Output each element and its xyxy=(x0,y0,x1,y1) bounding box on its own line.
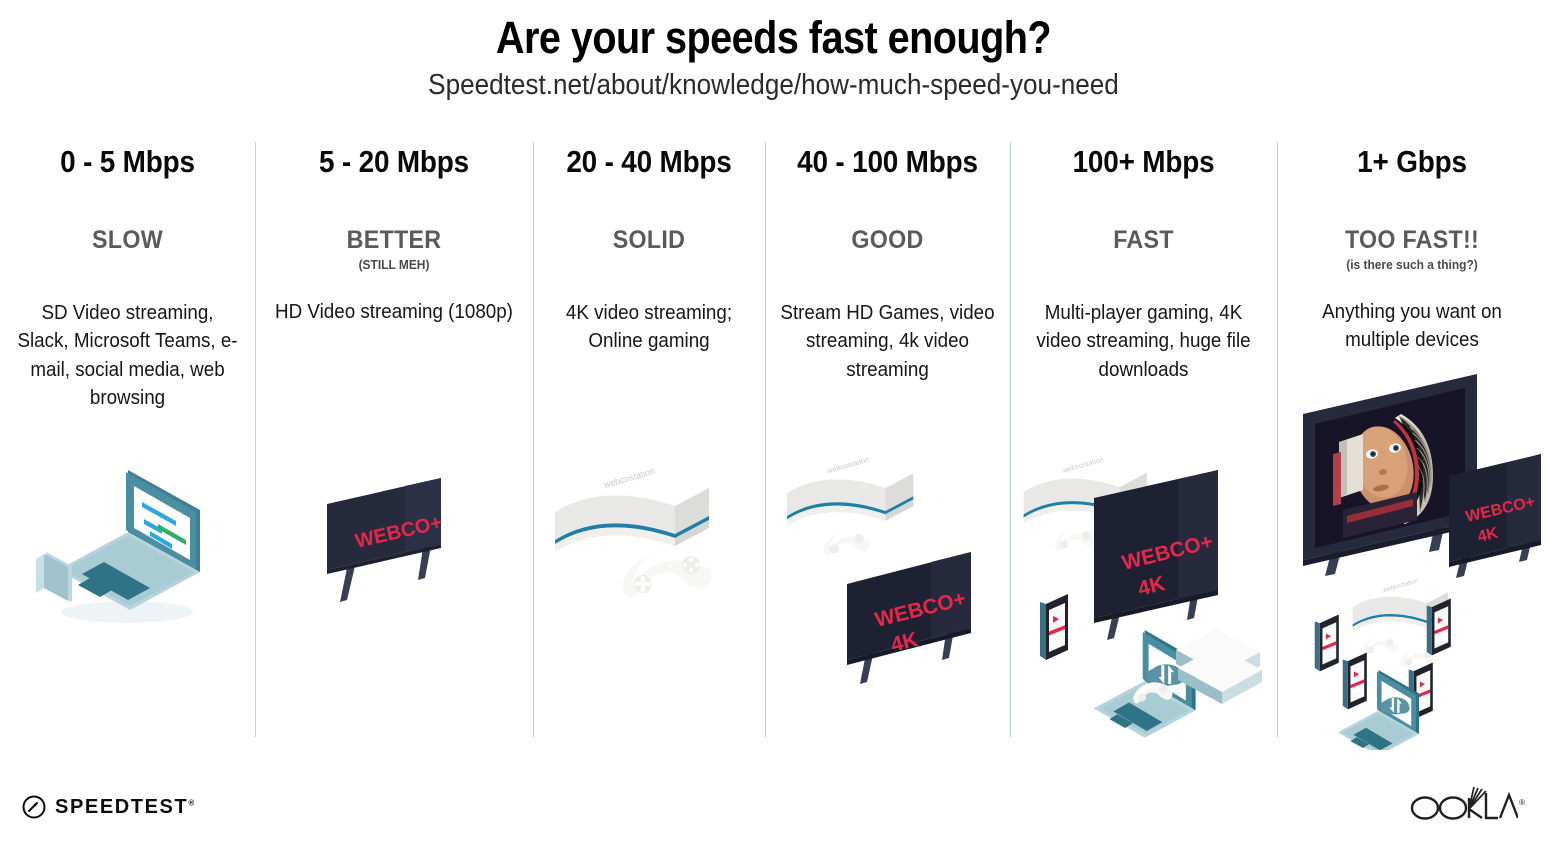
footer: SPEEDTEST® xyxy=(0,743,1547,843)
tier-rating-label: SLOW xyxy=(92,226,163,254)
console-icon: webcostation xyxy=(555,466,709,552)
tier-illustration-2: WEBCO+ xyxy=(255,470,533,655)
controller-icon xyxy=(1133,682,1173,704)
page-title: Are your speeds fast enough? xyxy=(495,12,1052,63)
tv-webco-4k-icon: WEBCO+ 4K xyxy=(847,552,971,684)
speed-tier-column-2: 5 - 20 Mbps BETTER (STILL MEH) HD Video … xyxy=(255,132,533,742)
column-divider-2 xyxy=(533,142,534,737)
tv-resolution-text: 4K xyxy=(889,628,921,657)
tier-speed-label: 100+ Mbps xyxy=(1072,144,1215,179)
tier-speed-label: 1+ Gbps xyxy=(1357,144,1467,179)
cloud-download-icon xyxy=(1380,697,1410,715)
tier-illustration-3: webcostation xyxy=(533,462,765,667)
column-divider-1 xyxy=(255,142,256,737)
tv-webco-icon: WEBCO+ xyxy=(327,478,444,602)
tier-rating-label: SOLID xyxy=(612,226,686,254)
phone-icon xyxy=(1426,598,1451,656)
column-divider-3 xyxy=(765,142,766,737)
header: Are your speeds fast enough? Speedtest.n… xyxy=(0,0,1547,102)
tv-resolution-text: 4K xyxy=(1476,525,1500,546)
tier-rating-label: TOO FAST!! xyxy=(1344,226,1480,254)
speedtest-wordmark: SPEEDTEST® xyxy=(55,796,196,819)
console-icon: webcostation xyxy=(787,455,914,526)
laptop-icon xyxy=(36,470,200,623)
controller-icon xyxy=(1055,528,1097,551)
tier-illustration-1 xyxy=(0,460,255,645)
ookla-trademark: ® xyxy=(1519,798,1525,807)
tier-rating-label: GOOD xyxy=(851,226,924,254)
tier-description: Stream HD Games, video streaming, 4k vid… xyxy=(780,302,995,381)
tier-description: 4K video streaming; Online gaming xyxy=(565,302,733,353)
router-icon xyxy=(1176,628,1262,704)
multi-device-group: webcostation xyxy=(1023,455,1262,738)
page-subtitle-url: Speedtest.net/about/knowledge/how-much-s… xyxy=(428,69,1119,101)
tier-description: Anything you want on multiple devices xyxy=(1322,301,1502,352)
tier-speed-label: 5 - 20 Mbps xyxy=(319,144,469,179)
console-controller-group: webcostation xyxy=(555,466,712,598)
tier-speed-label: 0 - 5 Mbps xyxy=(60,144,195,179)
speed-tier-column-1: 0 - 5 Mbps SLOW SD Video streaming, Slac… xyxy=(0,132,255,742)
tier-description: HD Video streaming (1080p) xyxy=(275,301,513,323)
tier-rating-note: (STILL MEH) xyxy=(358,257,430,272)
speedtest-trademark: ® xyxy=(188,797,196,807)
speed-tier-column-4: 40 - 100 Mbps GOOD Stream HD Games, vide… xyxy=(765,132,1010,742)
column-divider-5 xyxy=(1277,142,1278,737)
tier-description: Multi-player gaming, 4K video streaming,… xyxy=(1036,302,1251,381)
phone-icon xyxy=(1040,594,1068,660)
tv-webco-4k-icon: WEBCO+ 4K xyxy=(1449,454,1541,578)
tier-illustration-5: webcostation xyxy=(1010,450,1277,745)
speedtest-logo[interactable]: SPEEDTEST® xyxy=(22,795,196,819)
all-devices-group: WEBCO+ 4K webcostation xyxy=(1303,374,1541,756)
tv-photo-icon xyxy=(1303,374,1477,576)
controller-icon xyxy=(622,549,712,598)
phone-icon xyxy=(1342,652,1367,710)
ookla-logo[interactable]: ® xyxy=(1410,787,1525,821)
console-controller-tv-group: webcostation WEBCO+ xyxy=(787,455,971,684)
speed-tier-column-5: 100+ Mbps FAST Multi-player gaming, 4K v… xyxy=(1010,132,1277,742)
tv-webco-4k-icon: WEBCO+ 4K xyxy=(1094,470,1218,640)
speed-tier-column-3: 20 - 40 Mbps SOLID 4K video streaming; O… xyxy=(533,132,765,742)
tier-speed-label: 40 - 100 Mbps xyxy=(797,144,978,179)
speedometer-icon xyxy=(22,795,46,819)
tier-rating-note: (is there such a thing?) xyxy=(1346,257,1478,272)
laptop-cloud-icon xyxy=(1093,630,1196,738)
laptop-cloud-icon xyxy=(1337,670,1420,756)
tier-illustration-4: webcostation WEBCO+ xyxy=(765,452,1010,727)
controller-icon xyxy=(823,530,871,556)
column-divider-4 xyxy=(1010,142,1011,737)
ookla-mark-icon xyxy=(1410,787,1519,820)
tier-rating-label: BETTER xyxy=(346,226,442,254)
phone-icon xyxy=(1314,614,1339,672)
speed-tier-column-6: 1+ Gbps TOO FAST!! (is there such a thin… xyxy=(1277,132,1547,756)
speed-tier-columns: 0 - 5 Mbps SLOW SD Video streaming, Slac… xyxy=(0,132,1547,756)
tier-rating-label: FAST xyxy=(1113,226,1174,254)
tier-description: SD Video streaming, Slack, Microsoft Tea… xyxy=(17,302,238,410)
controller-icon xyxy=(1362,636,1399,656)
tier-speed-label: 20 - 40 Mbps xyxy=(566,144,732,179)
tier-illustration-6: WEBCO+ 4K webcostation xyxy=(1277,370,1547,756)
speedtest-name-text: SPEEDTEST xyxy=(55,795,189,818)
